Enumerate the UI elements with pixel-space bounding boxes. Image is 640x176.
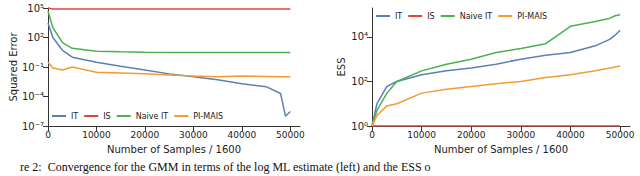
svg-text:10⁻⁴: 10⁻⁴ bbox=[22, 91, 44, 102]
svg-text:50000: 50000 bbox=[276, 130, 305, 140]
svg-text:40000: 40000 bbox=[228, 130, 257, 140]
svg-text:40000: 40000 bbox=[556, 130, 585, 140]
svg-text:20000: 20000 bbox=[131, 130, 160, 140]
svg-text:10000: 10000 bbox=[407, 130, 436, 140]
svg-text:20000: 20000 bbox=[457, 130, 486, 140]
svg-text:Squared Error: Squared Error bbox=[8, 32, 19, 102]
svg-text:30000: 30000 bbox=[179, 130, 208, 140]
svg-text:50000: 50000 bbox=[606, 130, 635, 140]
svg-text:re 2: Convergence for the GMM: re 2: Convergence for the GMM in terms o… bbox=[20, 160, 431, 174]
svg-text:IT: IT bbox=[71, 112, 78, 121]
svg-text:10⁰: 10⁰ bbox=[351, 121, 368, 132]
svg-text:10⁻⁷: 10⁻⁷ bbox=[22, 121, 44, 132]
svg-text:IT: IT bbox=[395, 12, 402, 21]
svg-text:10⁵: 10⁵ bbox=[27, 3, 44, 14]
svg-text:Number of Samples / 1600: Number of Samples / 1600 bbox=[107, 144, 241, 155]
svg-text:PI-MAIS: PI-MAIS bbox=[517, 12, 547, 21]
svg-text:Naive IT: Naive IT bbox=[136, 112, 169, 121]
svg-text:Naive IT: Naive IT bbox=[460, 12, 493, 21]
svg-text:0: 0 bbox=[45, 130, 51, 140]
svg-text:10²: 10² bbox=[351, 76, 368, 87]
svg-text:IS: IS bbox=[427, 12, 434, 21]
svg-text:0: 0 bbox=[369, 130, 375, 140]
svg-text:ESS: ESS bbox=[336, 57, 347, 76]
svg-text:10²: 10² bbox=[27, 32, 44, 43]
svg-text:Number of Samples / 1600: Number of Samples / 1600 bbox=[434, 144, 568, 155]
svg-text:30000: 30000 bbox=[507, 130, 536, 140]
svg-text:10000: 10000 bbox=[82, 130, 111, 140]
svg-text:PI-MAIS: PI-MAIS bbox=[193, 112, 223, 121]
svg-text:IS: IS bbox=[103, 112, 110, 121]
svg-text:10⁴: 10⁴ bbox=[351, 31, 368, 42]
svg-text:10⁻¹: 10⁻¹ bbox=[22, 62, 44, 73]
